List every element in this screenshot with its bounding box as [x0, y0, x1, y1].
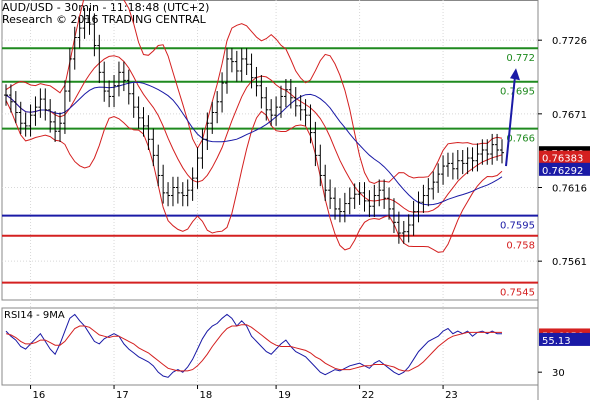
level-label: 0.766: [506, 134, 535, 145]
rsi-y-tick-label: 30: [552, 368, 565, 379]
level-label: 0.772: [506, 53, 535, 64]
rsi-line: [5, 313, 502, 378]
price-badge: [539, 150, 590, 164]
bollinger-lower: [5, 100, 503, 253]
bollinger-upper: [5, 0, 503, 185]
level-label: 0.758: [506, 241, 535, 252]
price-badge: [539, 162, 590, 176]
rsi-ma-line: [5, 324, 502, 372]
price-badge-label: 0.76292: [542, 166, 583, 177]
rsi-badge: [539, 332, 590, 346]
level-label: 0.7695: [500, 87, 535, 98]
projection-arrowhead: [510, 68, 520, 81]
x-tick-label: 18: [200, 390, 213, 400]
x-tick-label: 17: [116, 390, 129, 400]
price-badge-label: 0.76383: [542, 154, 583, 165]
rsi-pane-frame: [1, 307, 539, 386]
projection-arrow: [505, 76, 516, 167]
level-label: 0.7545: [500, 288, 535, 299]
y-tick-label: 0.7616: [552, 184, 587, 195]
y-tick-label: 0.7561: [552, 257, 587, 268]
x-tick-label: 16: [33, 390, 46, 400]
level-label: 0.7595: [500, 221, 535, 232]
copyright-line: Research © 2016 TRADING CENTRAL: [2, 13, 206, 26]
y-tick-label: 0.7726: [552, 36, 587, 47]
moving-average: [5, 81, 503, 206]
x-tick-label: 22: [362, 390, 375, 400]
rsi-pane-title: RSI14 - 9MA: [4, 310, 65, 321]
y-tick-label: 0.7671: [552, 110, 587, 121]
x-tick-label: 23: [445, 390, 458, 400]
rsi-badge-label: 55.13: [542, 336, 571, 347]
x-tick-label: 19: [278, 390, 291, 400]
chart-title: AUD/USD - 30min - 11:18:48 (UTC+2): [2, 1, 210, 14]
bollinger-mid: [5, 55, 503, 213]
